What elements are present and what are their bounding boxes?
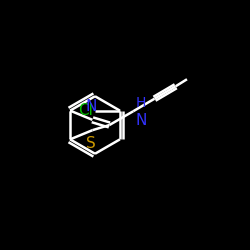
Text: S: S — [86, 136, 96, 151]
Text: N: N — [135, 113, 146, 128]
Text: N: N — [86, 99, 97, 114]
Text: H: H — [136, 96, 146, 110]
Text: Cl: Cl — [78, 103, 93, 118]
